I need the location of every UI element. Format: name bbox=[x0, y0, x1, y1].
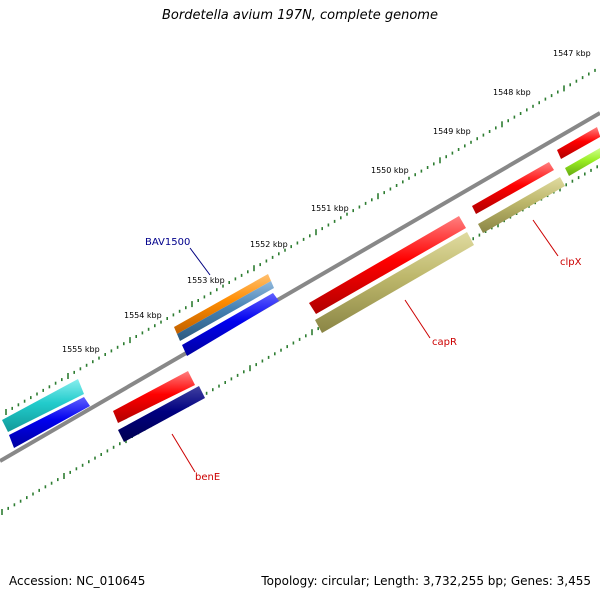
gene-feature[interactable] bbox=[2, 379, 84, 432]
ruler-label-1550: 1550 kbp bbox=[371, 166, 409, 175]
ruler-labels: 1547 kbp 1548 kbp 1549 kbp 1550 kbp 1551… bbox=[62, 49, 591, 354]
genome-backbone bbox=[0, 111, 600, 463]
gene-feature[interactable] bbox=[118, 386, 205, 442]
gene-feature[interactable] bbox=[9, 397, 90, 448]
genome-summary-text: Topology: circular; Length: 3,732,255 bp… bbox=[261, 574, 591, 588]
accession-text: Accession: NC_010645 bbox=[9, 574, 146, 588]
gene-feature[interactable] bbox=[177, 281, 274, 341]
ruler-label-1551: 1551 kbp bbox=[311, 204, 349, 213]
gene-feature[interactable] bbox=[478, 177, 565, 233]
gene-label-bav1500[interactable]: BAV1500 bbox=[145, 237, 190, 248]
gene-label-capr[interactable]: capR bbox=[432, 337, 457, 348]
gene-feature[interactable] bbox=[182, 293, 279, 356]
gene-feature[interactable] bbox=[309, 216, 466, 314]
ruler-label-1554: 1554 kbp bbox=[124, 311, 162, 320]
gene-feature[interactable] bbox=[174, 274, 271, 334]
gene-features[interactable] bbox=[2, 127, 600, 448]
ruler-label-1548: 1548 kbp bbox=[493, 88, 531, 97]
gene-feature[interactable] bbox=[472, 162, 554, 214]
gene-feature[interactable] bbox=[315, 232, 474, 333]
gene-label-clpx[interactable]: clpX bbox=[560, 257, 582, 268]
ruler-label-1553: 1553 kbp bbox=[187, 276, 225, 285]
ruler-label-1547: 1547 kbp bbox=[553, 49, 591, 58]
gene-label-bene[interactable]: benE bbox=[195, 472, 220, 483]
ruler-label-1552: 1552 kbp bbox=[250, 240, 288, 249]
gene-feature[interactable] bbox=[113, 371, 195, 423]
ruler-label-1549: 1549 kbp bbox=[433, 127, 471, 136]
gene-feature[interactable] bbox=[557, 127, 600, 159]
ruler-ticks-outer bbox=[5, 68, 596, 415]
gene-callout-lines bbox=[171, 219, 559, 473]
map-title: Bordetella avium 197N, complete genome bbox=[162, 8, 438, 23]
gene-labels: BAV1500 clpX capR benE bbox=[145, 237, 582, 483]
gene-feature[interactable] bbox=[565, 148, 600, 176]
ruler-label-1555: 1555 kbp bbox=[62, 345, 100, 354]
